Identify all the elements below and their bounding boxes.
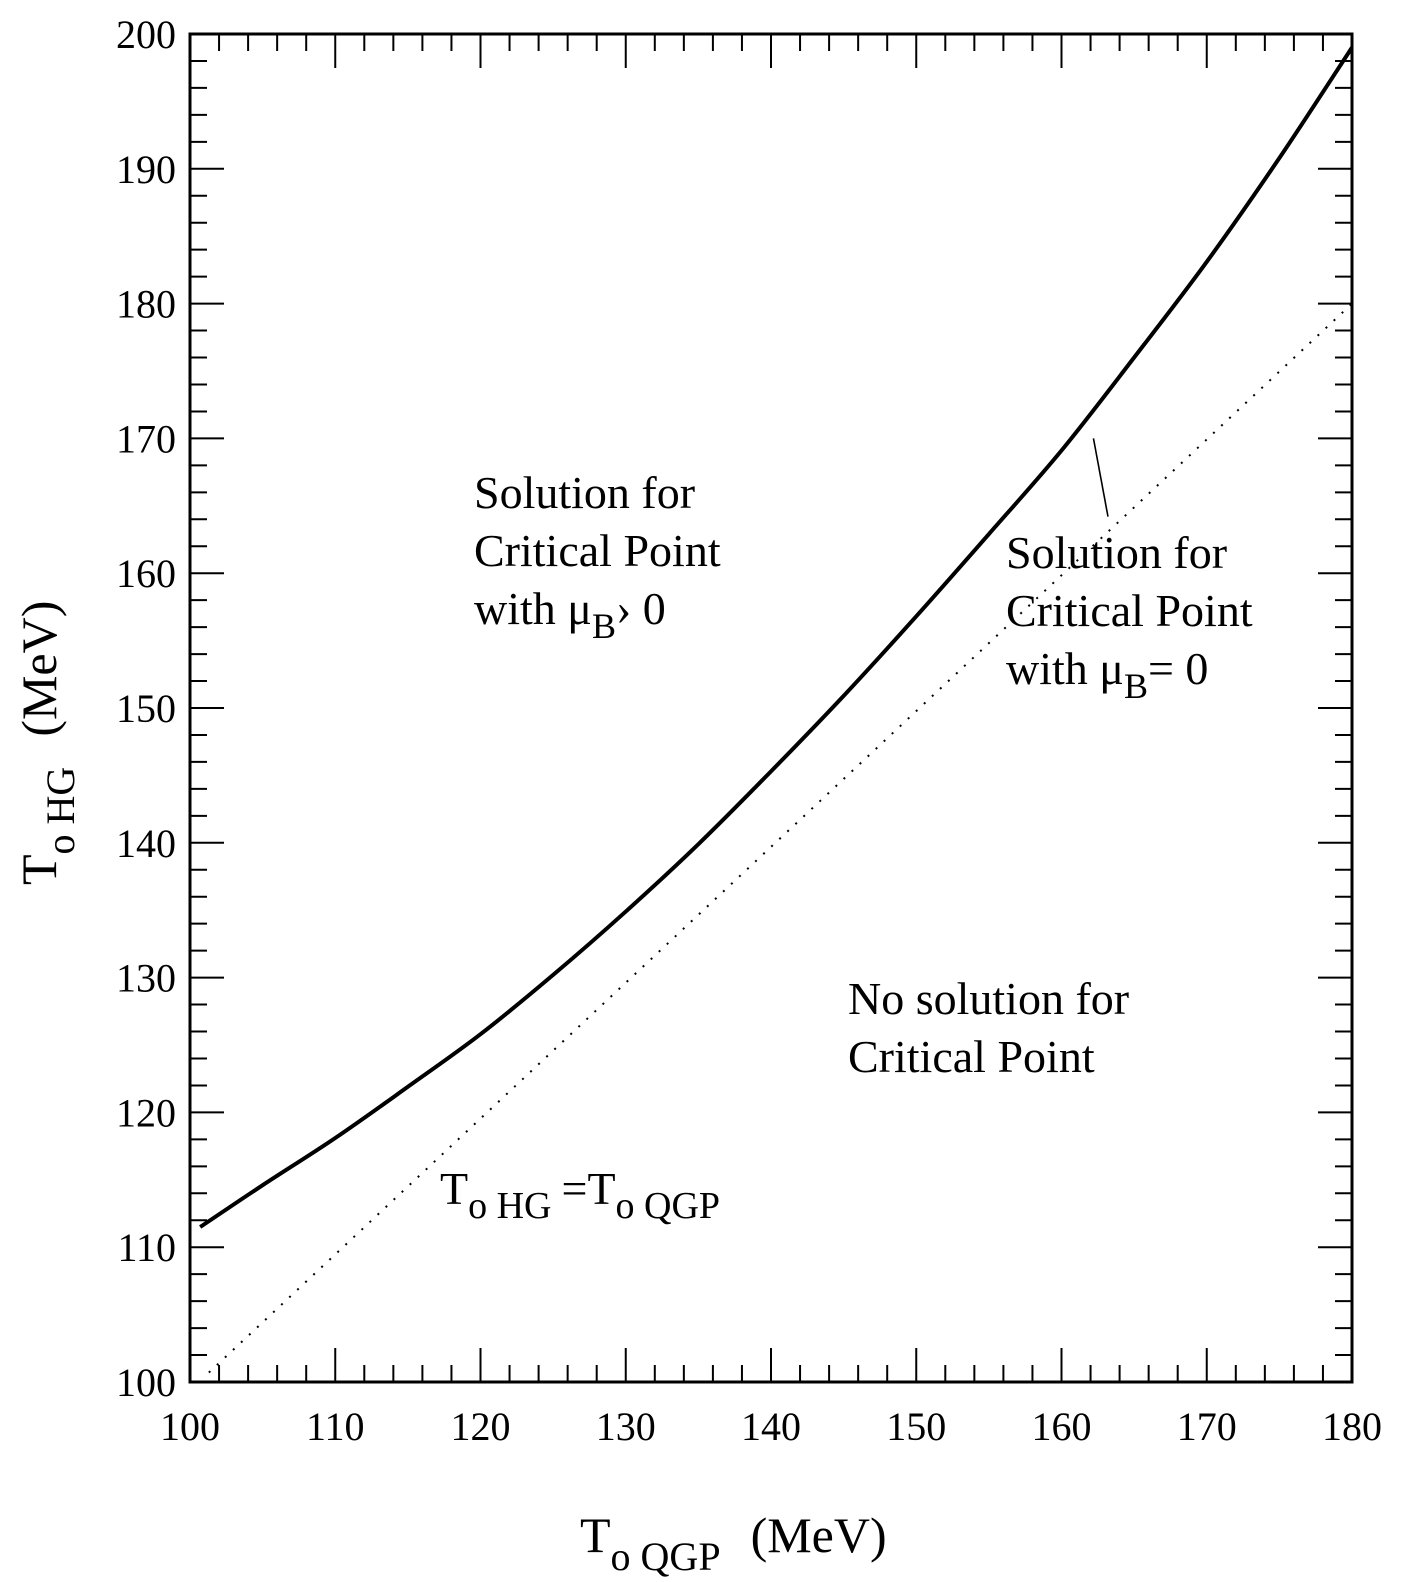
x-axis-label: To QGP (MeV): [580, 1507, 887, 1579]
axis-ticks: [189, 33, 1353, 1383]
x-tick-label: 100: [160, 1404, 220, 1449]
y-tick-label: 130: [116, 956, 176, 1001]
y-tick-label: 170: [116, 416, 176, 461]
annotation-mu-positive-line2: Critical Point: [474, 525, 721, 576]
annotation-mu-positive-line3: with μB› 0: [474, 583, 666, 646]
annot-text: with μ: [474, 583, 592, 634]
series-layer: [199, 46, 1354, 1374]
x-tick-label: 170: [1177, 1404, 1237, 1449]
x-axis-label-sub: o QGP: [611, 1534, 721, 1579]
annotation-mu-zero-line1: Solution for: [1006, 527, 1227, 578]
y-tick-label: 110: [117, 1225, 176, 1270]
annot-text: with μ: [1006, 643, 1124, 694]
x-tick-label: 140: [741, 1404, 801, 1449]
series-line-solid: [199, 46, 1354, 1229]
diag-eq: =T: [562, 1163, 616, 1214]
y-tick-label: 120: [116, 1090, 176, 1135]
tick-labels: 100 110 120 130 140 150 160 170 180 100 110 120 130 1…: [116, 12, 1382, 1449]
x-tick-label: 160: [1032, 1404, 1092, 1449]
annot-text: = 0: [1148, 643, 1208, 694]
annotation-no-solution-line2: Critical Point: [848, 1031, 1095, 1082]
annot-subscript: B: [1124, 666, 1148, 706]
annotation-no-solution-line1: No solution for: [848, 973, 1129, 1024]
annotation-mu-zero-line3: with μB= 0: [1006, 643, 1208, 706]
x-tick-label: 130: [596, 1404, 656, 1449]
y-tick-label: 200: [116, 12, 176, 57]
y-axis-label-main: T: [11, 854, 67, 885]
x-tick-label: 180: [1322, 1404, 1382, 1449]
diag-sub2: o QGP: [616, 1185, 721, 1227]
y-tick-label: 140: [116, 821, 176, 866]
plot-frame: [188, 32, 1354, 1384]
y-tick-label: 180: [116, 282, 176, 327]
x-tick-label: 150: [886, 1404, 946, 1449]
y-tick-label: 150: [116, 686, 176, 731]
diag-main1: T: [440, 1163, 468, 1214]
annot-subscript: B: [592, 606, 616, 646]
x-tick-label: 120: [451, 1404, 511, 1449]
annotation-diagonal-label: To HG =To QGP: [440, 1163, 720, 1227]
y-tick-label: 160: [116, 551, 176, 596]
x-axis-label-unit: (MeV): [751, 1507, 887, 1563]
y-tick-label: 100: [116, 1360, 176, 1405]
x-axis-label-main: T: [580, 1507, 611, 1563]
y-tick-label: 190: [116, 147, 176, 192]
annot-text: › 0: [616, 583, 666, 634]
y-axis-label-sub: o HG: [38, 767, 83, 855]
x-tick-label: 110: [306, 1404, 365, 1449]
y-axis-label-unit: (MeV): [11, 601, 67, 737]
annotation-mu-zero-line2: Critical Point: [1006, 585, 1253, 636]
diag-sub1: o HG: [468, 1185, 551, 1227]
annotation-mu-positive-line1: Solution for: [474, 467, 695, 518]
y-axis-label: To HG (MeV): [11, 601, 83, 885]
series-line-dotted: [208, 302, 1353, 1374]
annotation-pointer: [1092, 438, 1109, 517]
